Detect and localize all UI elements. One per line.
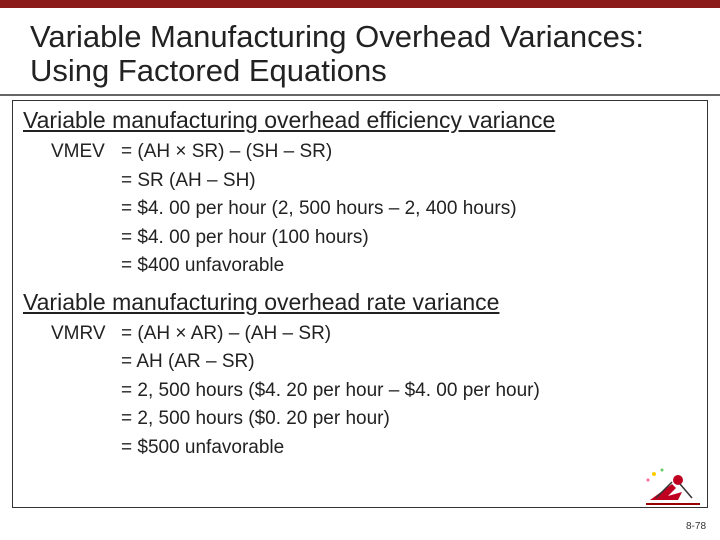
section1-equations: VMEV = (AH × SR) – (SH – SR) = SR (AH – … [51, 138, 697, 281]
eq-text: = AH (AR – SR) [121, 348, 255, 377]
eq-indent [51, 167, 121, 196]
eq-indent [51, 405, 121, 434]
eq-text: = $400 unfavorable [121, 252, 284, 281]
eq-label: VMEV [51, 138, 121, 167]
eq-indent [51, 377, 121, 406]
eq-line: = $500 unfavorable [51, 434, 697, 463]
eq-text: = 2, 500 hours ($4. 20 per hour – $4. 00… [121, 377, 540, 406]
page-number: 8-78 [686, 521, 706, 532]
eq-indent [51, 224, 121, 253]
eq-line: = 2, 500 hours ($4. 20 per hour – $4. 00… [51, 377, 697, 406]
eq-text: = (AH × AR) – (AH – SR) [121, 320, 331, 349]
eq-text: = $4. 00 per hour (100 hours) [121, 224, 369, 253]
section1-heading: Variable manufacturing overhead efficien… [23, 107, 697, 134]
skier-icon [642, 464, 704, 512]
eq-text: = $4. 00 per hour (2, 500 hours – 2, 400… [121, 195, 517, 224]
title-area: Variable Manufacturing Overhead Variance… [0, 8, 720, 96]
eq-indent [51, 348, 121, 377]
content-box: Variable manufacturing overhead efficien… [12, 100, 708, 508]
eq-label: VMRV [51, 320, 121, 349]
section2-heading: Variable manufacturing overhead rate var… [23, 289, 697, 316]
eq-indent [51, 434, 121, 463]
eq-line: = $4. 00 per hour (2, 500 hours – 2, 400… [51, 195, 697, 224]
eq-line: = SR (AH – SH) [51, 167, 697, 196]
eq-line: = $4. 00 per hour (100 hours) [51, 224, 697, 253]
eq-text: = 2, 500 hours ($0. 20 per hour) [121, 405, 390, 434]
eq-line: = AH (AR – SR) [51, 348, 697, 377]
eq-line: = 2, 500 hours ($0. 20 per hour) [51, 405, 697, 434]
eq-line: = $400 unfavorable [51, 252, 697, 281]
eq-line: VMEV = (AH × SR) – (SH – SR) [51, 138, 697, 167]
eq-text: = (AH × SR) – (SH – SR) [121, 138, 332, 167]
eq-indent [51, 195, 121, 224]
eq-indent [51, 252, 121, 281]
eq-text: = $500 unfavorable [121, 434, 284, 463]
eq-text: = SR (AH – SH) [121, 167, 256, 196]
eq-line: VMRV = (AH × AR) – (AH – SR) [51, 320, 697, 349]
slide-title: Variable Manufacturing Overhead Variance… [30, 20, 690, 88]
section2-equations: VMRV = (AH × AR) – (AH – SR) = AH (AR – … [51, 320, 697, 463]
